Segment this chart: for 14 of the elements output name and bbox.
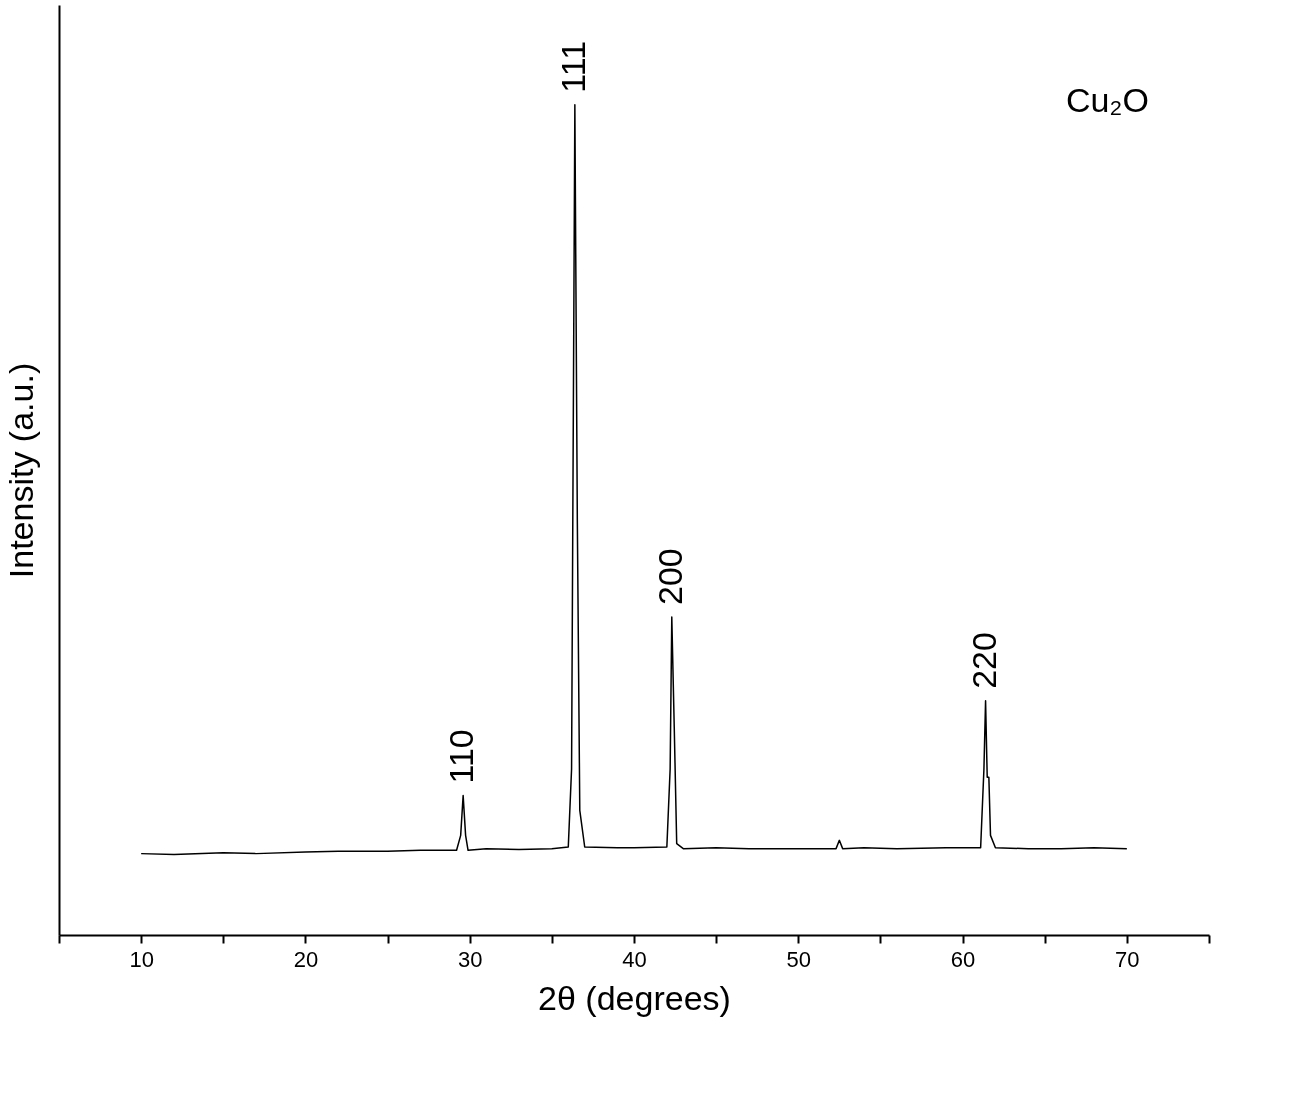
annotation: 111: [553, 40, 592, 93]
x-axis-title: 2θ (degrees): [538, 978, 731, 1017]
x-tick-label: 70: [1115, 946, 1140, 972]
annotation: 110: [442, 729, 481, 784]
x-tick-label: 40: [622, 946, 647, 972]
annotation: 220: [964, 632, 1003, 689]
x-tick-label: 20: [293, 946, 319, 972]
x-tick-label: 10: [129, 946, 154, 972]
y-axis-title: Intensity (a.u.): [1, 362, 40, 579]
annotation: 200: [650, 548, 689, 605]
annotation: Cu₂O: [1065, 81, 1149, 119]
x-tick-label: 30: [457, 946, 483, 972]
x-tick-label: 50: [786, 946, 812, 972]
x-tick-label: 60: [950, 946, 976, 972]
